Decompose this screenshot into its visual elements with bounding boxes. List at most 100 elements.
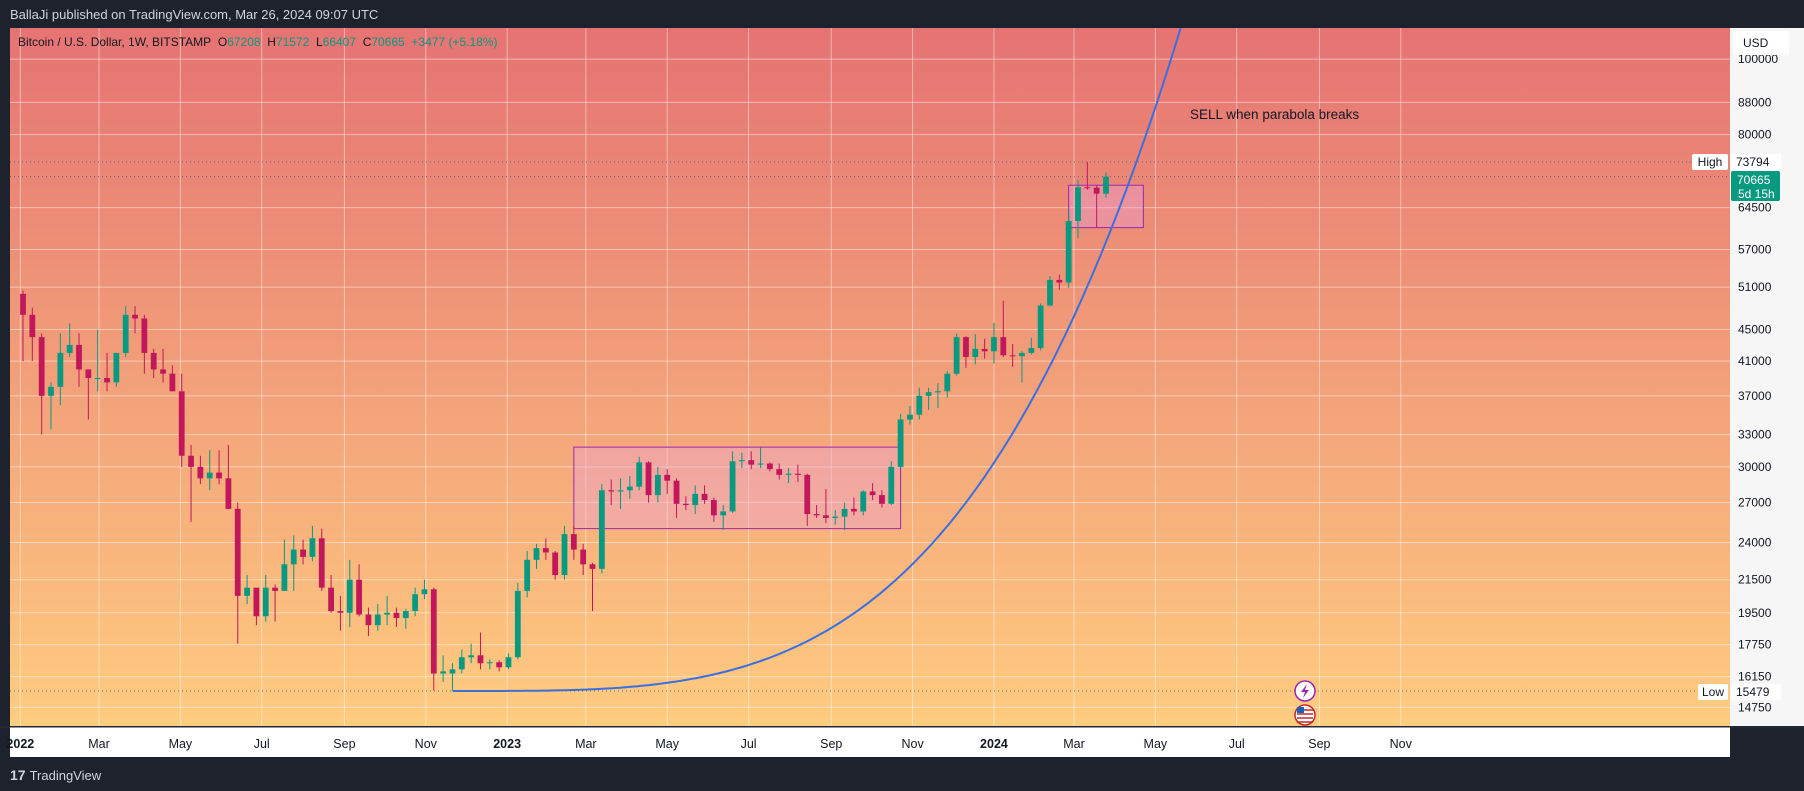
price-tick-label: 45000	[1738, 323, 1772, 337]
candle-body	[1056, 279, 1063, 283]
candle-body	[178, 391, 185, 456]
symbol-legend[interactable]: Bitcoin / U.S. Dollar, 1W, BITSTAMP O672…	[18, 35, 497, 49]
price-axis-panel	[1730, 28, 1804, 726]
candle-body	[795, 473, 801, 475]
candle-body	[290, 549, 297, 565]
candle-body	[925, 392, 932, 396]
candle-body	[169, 373, 176, 392]
time-tick-label: 2023	[493, 737, 521, 751]
candle-body	[720, 511, 727, 516]
footer-bar: 17 TradingView	[0, 758, 1804, 791]
candle-body	[458, 657, 465, 670]
candle-body	[935, 391, 941, 393]
open-value: 67208	[227, 35, 261, 49]
candle-body	[328, 587, 334, 612]
high-label: High	[1698, 155, 1723, 169]
price-tick-label: 14750	[1738, 700, 1772, 714]
time-axis[interactable]: 2022 Mar May Jul Sep Nov 2023 Mar May Jul Sep Nov 20…	[6, 727, 1730, 757]
candle-body	[542, 548, 549, 553]
candle-body	[944, 373, 951, 392]
price-tick-label: 19500	[1738, 606, 1772, 620]
candle-body	[318, 538, 325, 588]
candle-body	[206, 472, 213, 479]
candle-body	[673, 480, 680, 504]
event-icons[interactable]	[1294, 680, 1316, 726]
candle-body	[785, 473, 792, 475]
candle-body	[122, 314, 129, 353]
candle-body	[76, 344, 82, 370]
candle-body	[150, 352, 157, 370]
time-tick-label: Nov	[901, 737, 924, 751]
time-tick-label: 2024	[980, 737, 1008, 751]
candle-body	[29, 314, 36, 338]
candle-body	[869, 491, 876, 496]
flag-canton	[1297, 707, 1304, 713]
time-tick-label: May	[1144, 737, 1168, 751]
price-tick-label: 80000	[1738, 128, 1772, 142]
candle-body	[701, 493, 708, 501]
candle-body	[141, 318, 148, 353]
lightning-glyph	[1301, 684, 1309, 698]
tradingview-brand[interactable]: 17 TradingView	[10, 767, 101, 783]
price-axis[interactable]: 14750 16150 17750 19500 21500 24000 27000 30000…	[1730, 28, 1804, 726]
candle-body	[300, 549, 306, 557]
candle-body	[496, 662, 503, 668]
candle-body	[430, 589, 437, 674]
last-price: 70665	[1737, 173, 1771, 187]
time-tick-label: 2022	[6, 737, 34, 751]
candle-body	[66, 344, 73, 353]
candle-body	[533, 548, 540, 560]
candle-body	[589, 564, 596, 569]
candle-body	[897, 419, 904, 467]
candle-body	[113, 352, 120, 383]
candle-body	[963, 337, 969, 357]
time-tick-label: Mar	[88, 737, 110, 751]
candle-body	[710, 500, 717, 516]
time-tick-label: May	[169, 737, 193, 751]
candle-body	[626, 486, 633, 491]
candle-body	[841, 508, 848, 517]
candle-body	[524, 559, 531, 591]
currency-button[interactable]: USD	[1733, 31, 1789, 55]
candle-body	[38, 337, 45, 396]
publish-header: BallaJi published on TradingView.com, Ma…	[0, 0, 1804, 28]
tradingview-logo-icon: 17	[10, 767, 26, 783]
candle-body	[664, 474, 671, 481]
candle-body	[225, 478, 232, 509]
candle-body	[617, 490, 624, 492]
candle-body	[1075, 187, 1081, 221]
candle-body	[412, 594, 419, 612]
candle-body	[860, 491, 867, 512]
candle-body	[505, 657, 512, 668]
symbol-name: Bitcoin / U.S. Dollar, 1W, BITSTAMP	[18, 35, 212, 49]
candle-body	[477, 655, 484, 664]
candle-body	[552, 552, 559, 576]
candle-body	[608, 490, 615, 492]
candle-body	[160, 369, 166, 374]
candle-body	[570, 534, 577, 550]
close-label: C	[362, 35, 372, 49]
time-tick-label: Jul	[1229, 737, 1245, 751]
time-tick-label: Sep	[333, 737, 355, 751]
candle-body	[244, 587, 250, 596]
candle-body	[1009, 355, 1016, 357]
candle-body	[132, 314, 138, 319]
parabola-curve	[452, 27, 1182, 692]
high-value-box	[1731, 154, 1781, 170]
candle-body	[879, 495, 885, 504]
candle-body	[346, 579, 353, 613]
candle-body	[449, 669, 456, 674]
candle-body	[851, 508, 857, 512]
price-tick-label: 37000	[1738, 389, 1772, 403]
range-box	[573, 446, 902, 530]
candle-body	[1103, 176, 1109, 194]
parabola-line	[452, 27, 1182, 692]
reference-lines	[10, 161, 1730, 692]
candle-body	[20, 293, 26, 315]
candle-body	[281, 564, 288, 591]
time-tick-label: May	[655, 737, 679, 751]
candle-body	[57, 352, 64, 387]
flag-stripes	[1297, 709, 1313, 723]
time-tick-label: Jul	[741, 737, 757, 751]
